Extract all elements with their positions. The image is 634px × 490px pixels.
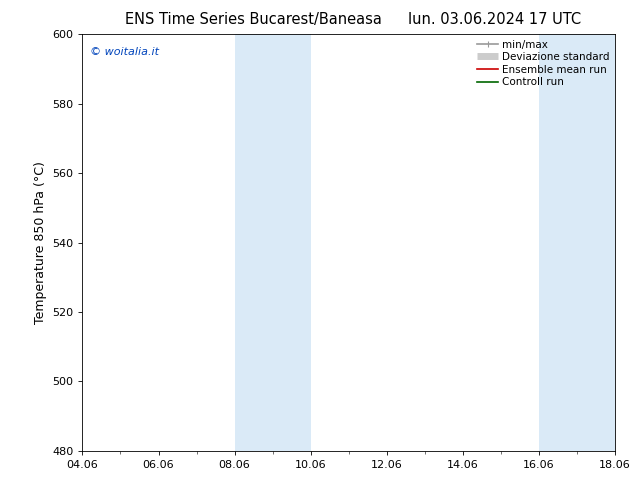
Bar	[539, 34, 615, 451]
Y-axis label: Temperature 850 hPa (°C): Temperature 850 hPa (°C)	[34, 161, 46, 324]
Text: © woitalia.it: © woitalia.it	[91, 47, 159, 57]
Bar	[235, 34, 311, 451]
Legend: min/max, Deviazione standard, Ensemble mean run, Controll run: min/max, Deviazione standard, Ensemble m…	[476, 37, 612, 89]
Text: ENS Time Series Bucarest/Baneasa: ENS Time Series Bucarest/Baneasa	[125, 12, 382, 27]
Text: lun. 03.06.2024 17 UTC: lun. 03.06.2024 17 UTC	[408, 12, 581, 27]
